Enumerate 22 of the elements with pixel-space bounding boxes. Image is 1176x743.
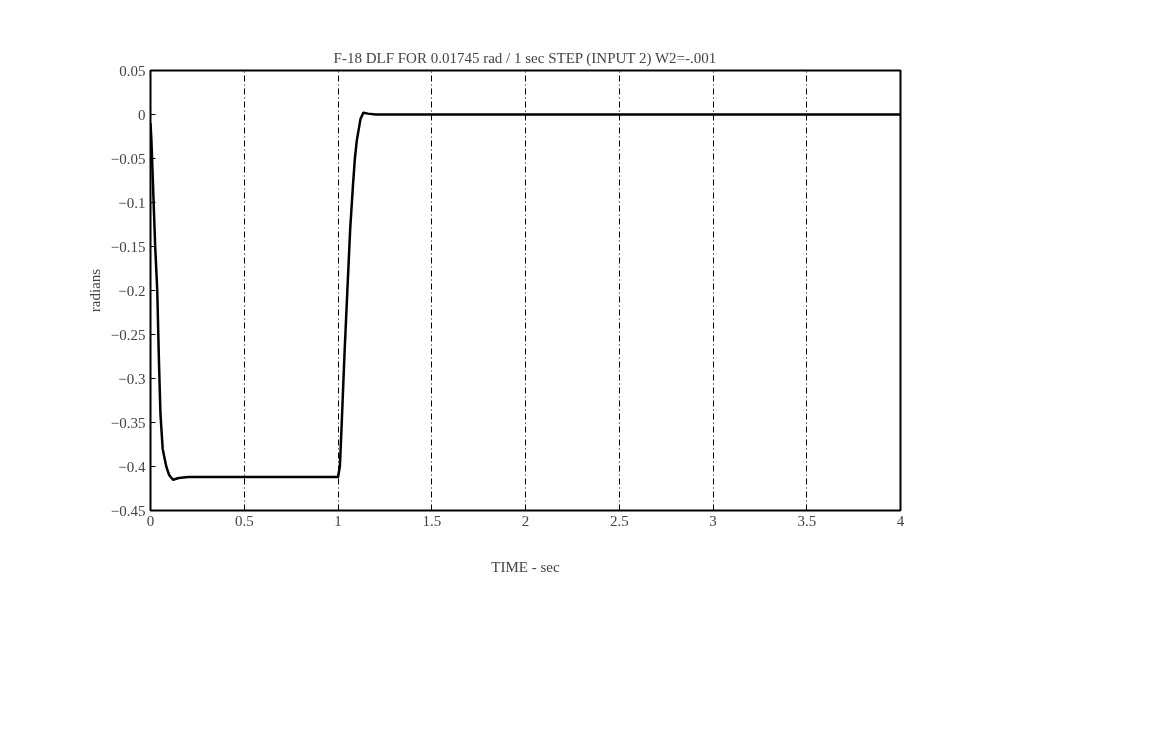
x-tick-label: 4 bbox=[896, 512, 905, 529]
chart-title: F-18 DLF FOR 0.01745 rad / 1 sec STEP (INPUT 2) W2=-.001 bbox=[333, 49, 717, 67]
y-tick-label: −0.05 bbox=[110, 150, 146, 167]
y-axis-title: radians bbox=[86, 268, 103, 313]
x-tick-label: 3.5 bbox=[797, 512, 817, 529]
x-tick-label: 2.5 bbox=[609, 512, 629, 529]
y-tick-label: −0.2 bbox=[118, 282, 146, 299]
x-tick-label: 0.5 bbox=[234, 512, 254, 529]
y-tick-label: −0.1 bbox=[118, 194, 146, 211]
x-tick-label: 1.5 bbox=[422, 512, 442, 529]
y-tick-label: 0 bbox=[138, 106, 146, 123]
y-tick-label: −0.35 bbox=[110, 414, 146, 431]
y-tick-label: −0.45 bbox=[110, 502, 146, 519]
y-tick-label: −0.25 bbox=[110, 326, 146, 343]
x-tick-label: 2 bbox=[521, 512, 530, 529]
x-axis-title: TIME - sec bbox=[491, 558, 560, 575]
x-tick-label: 1 bbox=[334, 512, 342, 529]
y-tick-label: −0.15 bbox=[110, 238, 146, 255]
y-tick-label: −0.3 bbox=[118, 370, 146, 387]
x-tick-label: 3 bbox=[709, 512, 717, 529]
y-tick-label: −0.4 bbox=[118, 458, 146, 475]
y-tick-label: 0.05 bbox=[119, 62, 146, 79]
